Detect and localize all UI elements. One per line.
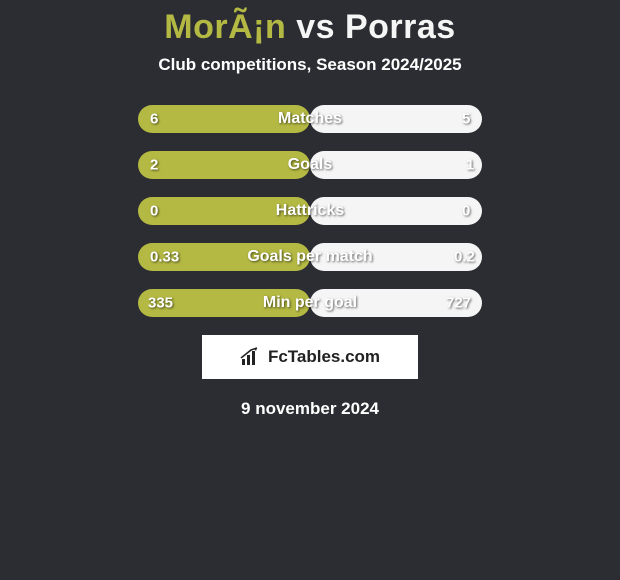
comparison-chart: Matches 6 5 Goals 2 1 Hattricks 0 0 Goals per mat… (0, 105, 620, 317)
stat-row: Hattricks 0 0 (0, 197, 620, 225)
stat-label: Min per goal (263, 294, 357, 312)
stat-label: Matches (278, 110, 342, 128)
stat-value-left: 2 (150, 157, 158, 174)
stat-row: Matches 6 5 (0, 105, 620, 133)
bar-right (310, 151, 482, 179)
stat-row: Goals per match 0.33 0.2 (0, 243, 620, 271)
stat-value-left: 6 (150, 111, 158, 128)
bar-chart-icon (240, 347, 262, 367)
stat-label: Hattricks (276, 202, 344, 220)
stat-value-left: 0.33 (150, 249, 179, 266)
stat-value-right: 0 (462, 203, 470, 220)
brand-box: FcTables.com (202, 335, 418, 379)
stat-row: Goals 2 1 (0, 151, 620, 179)
date-line: 9 november 2024 (0, 399, 620, 419)
stat-value-right: 727 (446, 295, 471, 312)
stat-value-left: 0 (150, 203, 158, 220)
brand-text: FcTables.com (268, 347, 380, 367)
stat-label: Goals per match (247, 248, 372, 266)
bar-left (138, 151, 310, 179)
stat-value-left: 335 (148, 295, 173, 312)
stat-value-right: 1 (466, 157, 474, 174)
stat-value-right: 0.2 (454, 249, 475, 266)
title-vs: vs (286, 8, 345, 46)
stat-row: Min per goal 335 727 (0, 289, 620, 317)
stat-value-right: 5 (462, 111, 470, 128)
stat-label: Goals (288, 156, 332, 174)
title-right-name: Porras (345, 8, 456, 46)
title-left-name: MorÃ¡n (164, 8, 286, 46)
page-title: MorÃ¡n vs Porras (0, 0, 620, 47)
subtitle: Club competitions, Season 2024/2025 (0, 55, 620, 75)
